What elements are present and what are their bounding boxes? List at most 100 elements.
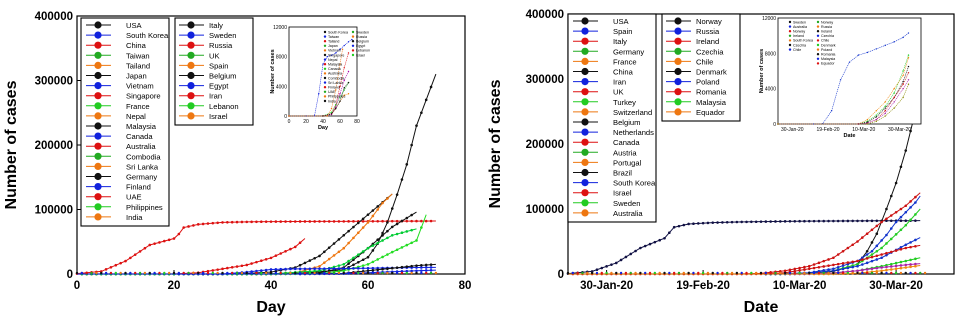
data-point	[327, 257, 331, 261]
inset-data-point	[330, 113, 333, 115]
baseline-point	[167, 271, 171, 275]
baseline-point	[177, 271, 181, 275]
inset-legend-label: Sweden	[356, 30, 369, 34]
legend-marker	[674, 67, 682, 76]
data-point	[914, 238, 917, 242]
data-point	[327, 267, 331, 270]
data-point	[381, 234, 384, 237]
data-point	[894, 261, 898, 265]
data-point	[595, 268, 599, 272]
baseline-point	[264, 271, 268, 275]
baseline-point	[581, 271, 584, 275]
inset-legend-label: Equador	[821, 62, 835, 66]
inset-legend-label: South Korea	[328, 30, 348, 34]
data-point	[313, 267, 316, 271]
legend-label: USA	[126, 21, 143, 30]
baseline-point	[347, 271, 350, 275]
baseline-point	[779, 271, 782, 275]
data-point	[696, 222, 700, 225]
baseline-point	[817, 271, 821, 275]
inset-legend-marker	[323, 86, 327, 89]
legend-label: Singapore	[126, 92, 161, 101]
data-point	[663, 236, 666, 240]
data-point	[400, 265, 404, 269]
data-point	[899, 215, 903, 219]
data-point	[298, 220, 302, 223]
data-point	[410, 241, 413, 245]
data-point	[909, 263, 912, 266]
inset-y-tick-label: 12000	[273, 25, 287, 31]
data-point	[284, 249, 287, 253]
baseline-point	[197, 271, 200, 275]
baseline-point	[846, 271, 850, 275]
baseline-point	[405, 271, 408, 275]
data-point	[366, 269, 370, 273]
data-point	[865, 253, 869, 256]
data-point	[904, 266, 908, 269]
legend-marker	[581, 179, 589, 187]
data-point	[400, 219, 404, 223]
legend-marker	[94, 92, 102, 100]
inset-data-point	[288, 115, 290, 117]
baseline-point	[716, 271, 719, 275]
baseline-point	[386, 271, 389, 275]
data-point	[865, 261, 869, 265]
legend-label: Japan	[126, 72, 147, 81]
inset-data-point	[902, 96, 904, 99]
inset-x-tick-label: 30-Mar-20	[888, 127, 911, 133]
legend-label: Canada	[613, 138, 640, 147]
inset-y-title: Number of cases	[759, 49, 765, 93]
data-point	[899, 266, 903, 270]
data-point	[342, 220, 346, 223]
data-point	[783, 269, 787, 273]
x-tick-label: 30-Mar-20	[869, 280, 923, 292]
x-tick-label: 19-Feb-20	[676, 280, 730, 292]
data-point	[187, 225, 190, 228]
data-point	[880, 256, 883, 260]
inset-legend-label: Malaysia	[328, 63, 342, 67]
legend-marker	[94, 132, 102, 140]
data-point	[827, 258, 830, 261]
data-point	[255, 220, 258, 224]
data-point	[298, 267, 302, 271]
baseline-point	[740, 271, 743, 275]
data-point	[914, 213, 917, 216]
data-point	[395, 232, 399, 236]
inset-legend-label: India	[328, 99, 336, 103]
legend-marker	[674, 98, 682, 106]
data-point	[889, 194, 893, 198]
inset-data-point	[343, 79, 345, 82]
legend-label: Belgium	[613, 118, 640, 127]
data-point	[415, 219, 418, 223]
data-point	[371, 209, 375, 212]
data-point	[298, 241, 302, 245]
y-axis-title: Number of cases	[3, 80, 20, 209]
data-point	[405, 216, 409, 220]
legend-label: Australia	[613, 209, 643, 218]
series-china	[566, 219, 921, 275]
data-point	[861, 263, 864, 266]
legend-label: Norway	[696, 17, 722, 26]
baseline-point	[615, 271, 618, 275]
data-point	[769, 220, 772, 223]
inset-x-tick-label: 10-Mar-20	[852, 127, 875, 133]
data-point	[687, 222, 690, 226]
legend-label: France	[126, 102, 150, 111]
legend-marker	[581, 138, 589, 146]
data-point	[395, 222, 399, 226]
data-point	[914, 244, 917, 248]
legend-marker	[187, 31, 195, 39]
inset-y-tick-label: 0	[284, 114, 287, 120]
legend-label: Sweden	[209, 31, 236, 40]
data-point	[701, 221, 705, 225]
y-tick-label: 100000	[526, 204, 564, 216]
data-point	[400, 178, 404, 181]
data-point	[347, 259, 350, 263]
legend-marker	[94, 112, 102, 120]
legend-label: Russia	[696, 27, 720, 36]
inset-data-point	[907, 79, 910, 81]
baseline-point	[861, 271, 864, 275]
data-point	[293, 220, 297, 223]
baseline-point	[294, 271, 297, 275]
baseline-point	[124, 271, 127, 275]
